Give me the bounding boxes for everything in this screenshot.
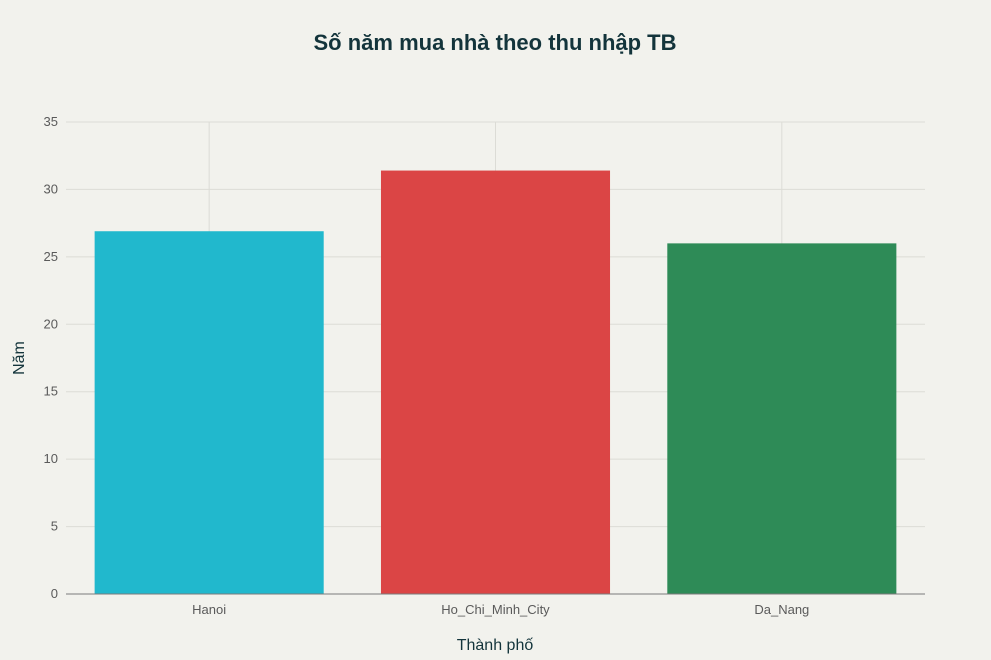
- x-tick-label: Da_Nang: [754, 602, 809, 617]
- y-tick-label: 25: [44, 249, 58, 264]
- bar-da-nang: [667, 243, 897, 594]
- bar-ho-chi-minh-city: [380, 170, 611, 594]
- y-tick-label: 30: [44, 181, 58, 196]
- x-axis-title: Thành phố: [457, 637, 534, 654]
- x-tick-label: Hanoi: [192, 602, 226, 617]
- y-tick-label: 35: [44, 114, 58, 129]
- chart-title: Số năm mua nhà theo thu nhập TB: [314, 30, 677, 55]
- x-tick-label: Ho_Chi_Minh_City: [441, 602, 550, 617]
- y-tick-label: 15: [44, 384, 58, 399]
- y-axis-title: Năm: [11, 341, 28, 375]
- bars-layer: [94, 170, 897, 594]
- y-tick-label: 10: [44, 451, 58, 466]
- y-tick-label: 5: [51, 519, 58, 534]
- bar-hanoi: [94, 231, 324, 594]
- axis-layer: 0 5 10 15 20 25 30 35 Hanoi Ho_Chi_Minh_City Da_Na…: [44, 114, 925, 617]
- y-tick-label: 0: [51, 586, 58, 601]
- y-tick-label: 20: [44, 316, 58, 331]
